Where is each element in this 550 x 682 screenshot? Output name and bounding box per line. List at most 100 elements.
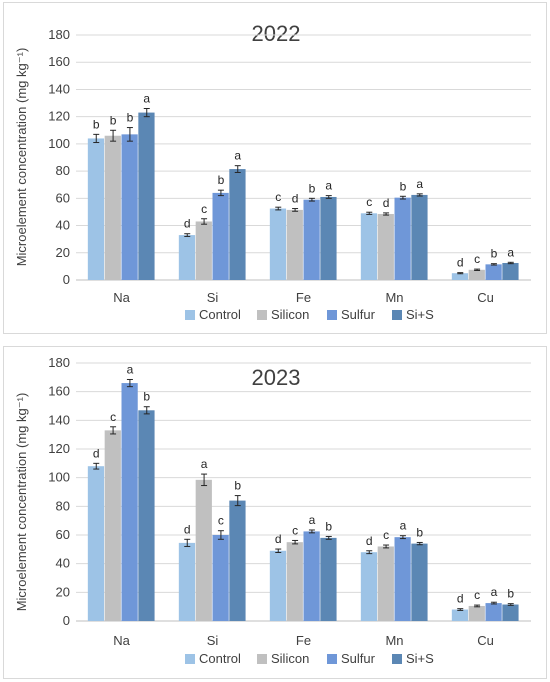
significance-letter: c [218,514,224,528]
significance-letter: a [416,177,423,191]
significance-letter: d [292,192,299,206]
bar [360,552,378,621]
category-label: Mn [385,290,403,305]
chart-title: 2023 [252,365,301,390]
bar [502,262,519,280]
bar [212,535,229,621]
bar [121,383,138,621]
bar [269,550,287,621]
bar [138,112,155,280]
significance-letter: a [201,457,208,471]
y-tick-label: 60 [56,527,70,542]
significance-letter: b [110,113,117,127]
y-tick-label: 80 [56,498,70,513]
legend-swatch [327,654,337,664]
category-label: Na [113,633,130,648]
bar [138,410,155,621]
bar [451,273,469,280]
legend-swatch [257,310,267,320]
significance-letter: a [507,245,514,259]
bar [502,604,519,621]
category-label: Na [113,290,130,305]
y-tick-label: 120 [48,441,70,456]
y-tick-label: 160 [48,384,70,399]
y-tick-label: 60 [56,190,70,205]
category-label: Cu [477,290,494,305]
y-tick-label: 20 [56,245,70,260]
significance-letter: b [234,479,241,493]
significance-letter: b [400,179,407,193]
bar [411,543,428,621]
bar [394,197,411,280]
chart-title: 2022 [252,21,301,46]
bar [178,235,196,280]
bar [195,479,212,621]
significance-letter: d [184,522,191,536]
significance-letter: b [507,587,514,601]
significance-letter: c [474,588,480,602]
bar [303,199,320,280]
bar [269,208,287,280]
significance-letter: b [93,117,100,131]
y-tick-label: 100 [48,136,70,151]
bar [229,169,246,280]
chart-2022: 2022 0 20 40 60 80 100 120 140 160 180 Microeleme… [14,21,531,322]
category-labels: Na Si Fe Mn Cu [113,290,494,305]
y-tick-label: 80 [56,163,70,178]
bar [212,192,229,280]
legend-swatch [185,310,195,320]
legend-label: Silicon [271,651,309,666]
significance-letter: b [218,173,225,187]
category-label: Si [207,633,219,648]
significance-letter: c [474,252,480,266]
bar [121,134,138,280]
significance-letter: c [201,202,207,216]
bar [468,269,485,280]
bar [286,542,303,621]
significance-letter: a [127,362,134,376]
bar [286,209,303,280]
bar [87,466,105,621]
y-axis-label: Microelement concentration (mg kg⁻¹) [14,48,29,267]
bar [485,264,502,280]
y-tick-label: 100 [48,470,70,485]
category-label: Cu [477,633,494,648]
category-label: Fe [296,290,311,305]
significance-letter: a [325,179,332,193]
significance-letter: a [309,513,316,527]
bar [320,196,337,280]
significance-letter: b [309,181,316,195]
legend-swatch [392,654,402,664]
significance-letter: b [491,247,498,261]
significance-letter: c [366,195,372,209]
legend-label: Sulfur [341,307,376,322]
y-axis-label: Microelement concentration (mg kg⁻¹) [14,393,29,612]
significance-letter: c [383,528,389,542]
y-tick-label: 180 [48,355,70,370]
significance-letter: b [325,519,332,533]
significance-letter: b [127,111,134,125]
y-tick-label: 0 [63,613,70,628]
chart-panel-2022: 2022 0 20 40 60 80 100 120 140 160 180 Microeleme… [3,2,547,334]
bar [178,542,196,621]
y-tick-labels: 0 20 40 60 80 100 120 140 160 180 [48,27,70,287]
significance-letter: d [93,446,100,460]
chart-2023: 2023 0 20 40 60 80 100 120 140 160 180 Microeleme… [14,355,531,666]
significance-letter: d [184,217,191,231]
category-labels: Na Si Fe Mn Cu [113,633,494,648]
category-label: Si [207,290,219,305]
significance-letter: a [491,585,498,599]
bar [411,194,428,280]
category-label: Mn [385,633,403,648]
y-tick-label: 140 [48,81,70,96]
significance-letter: a [400,519,407,533]
y-tick-label: 120 [48,109,70,124]
bar [377,546,394,621]
bar [320,537,337,621]
significance-letter: d [457,256,464,270]
legend-label: Sulfur [341,651,376,666]
significance-letter: b [416,525,423,539]
y-tick-label: 180 [48,27,70,42]
bar [468,605,485,621]
